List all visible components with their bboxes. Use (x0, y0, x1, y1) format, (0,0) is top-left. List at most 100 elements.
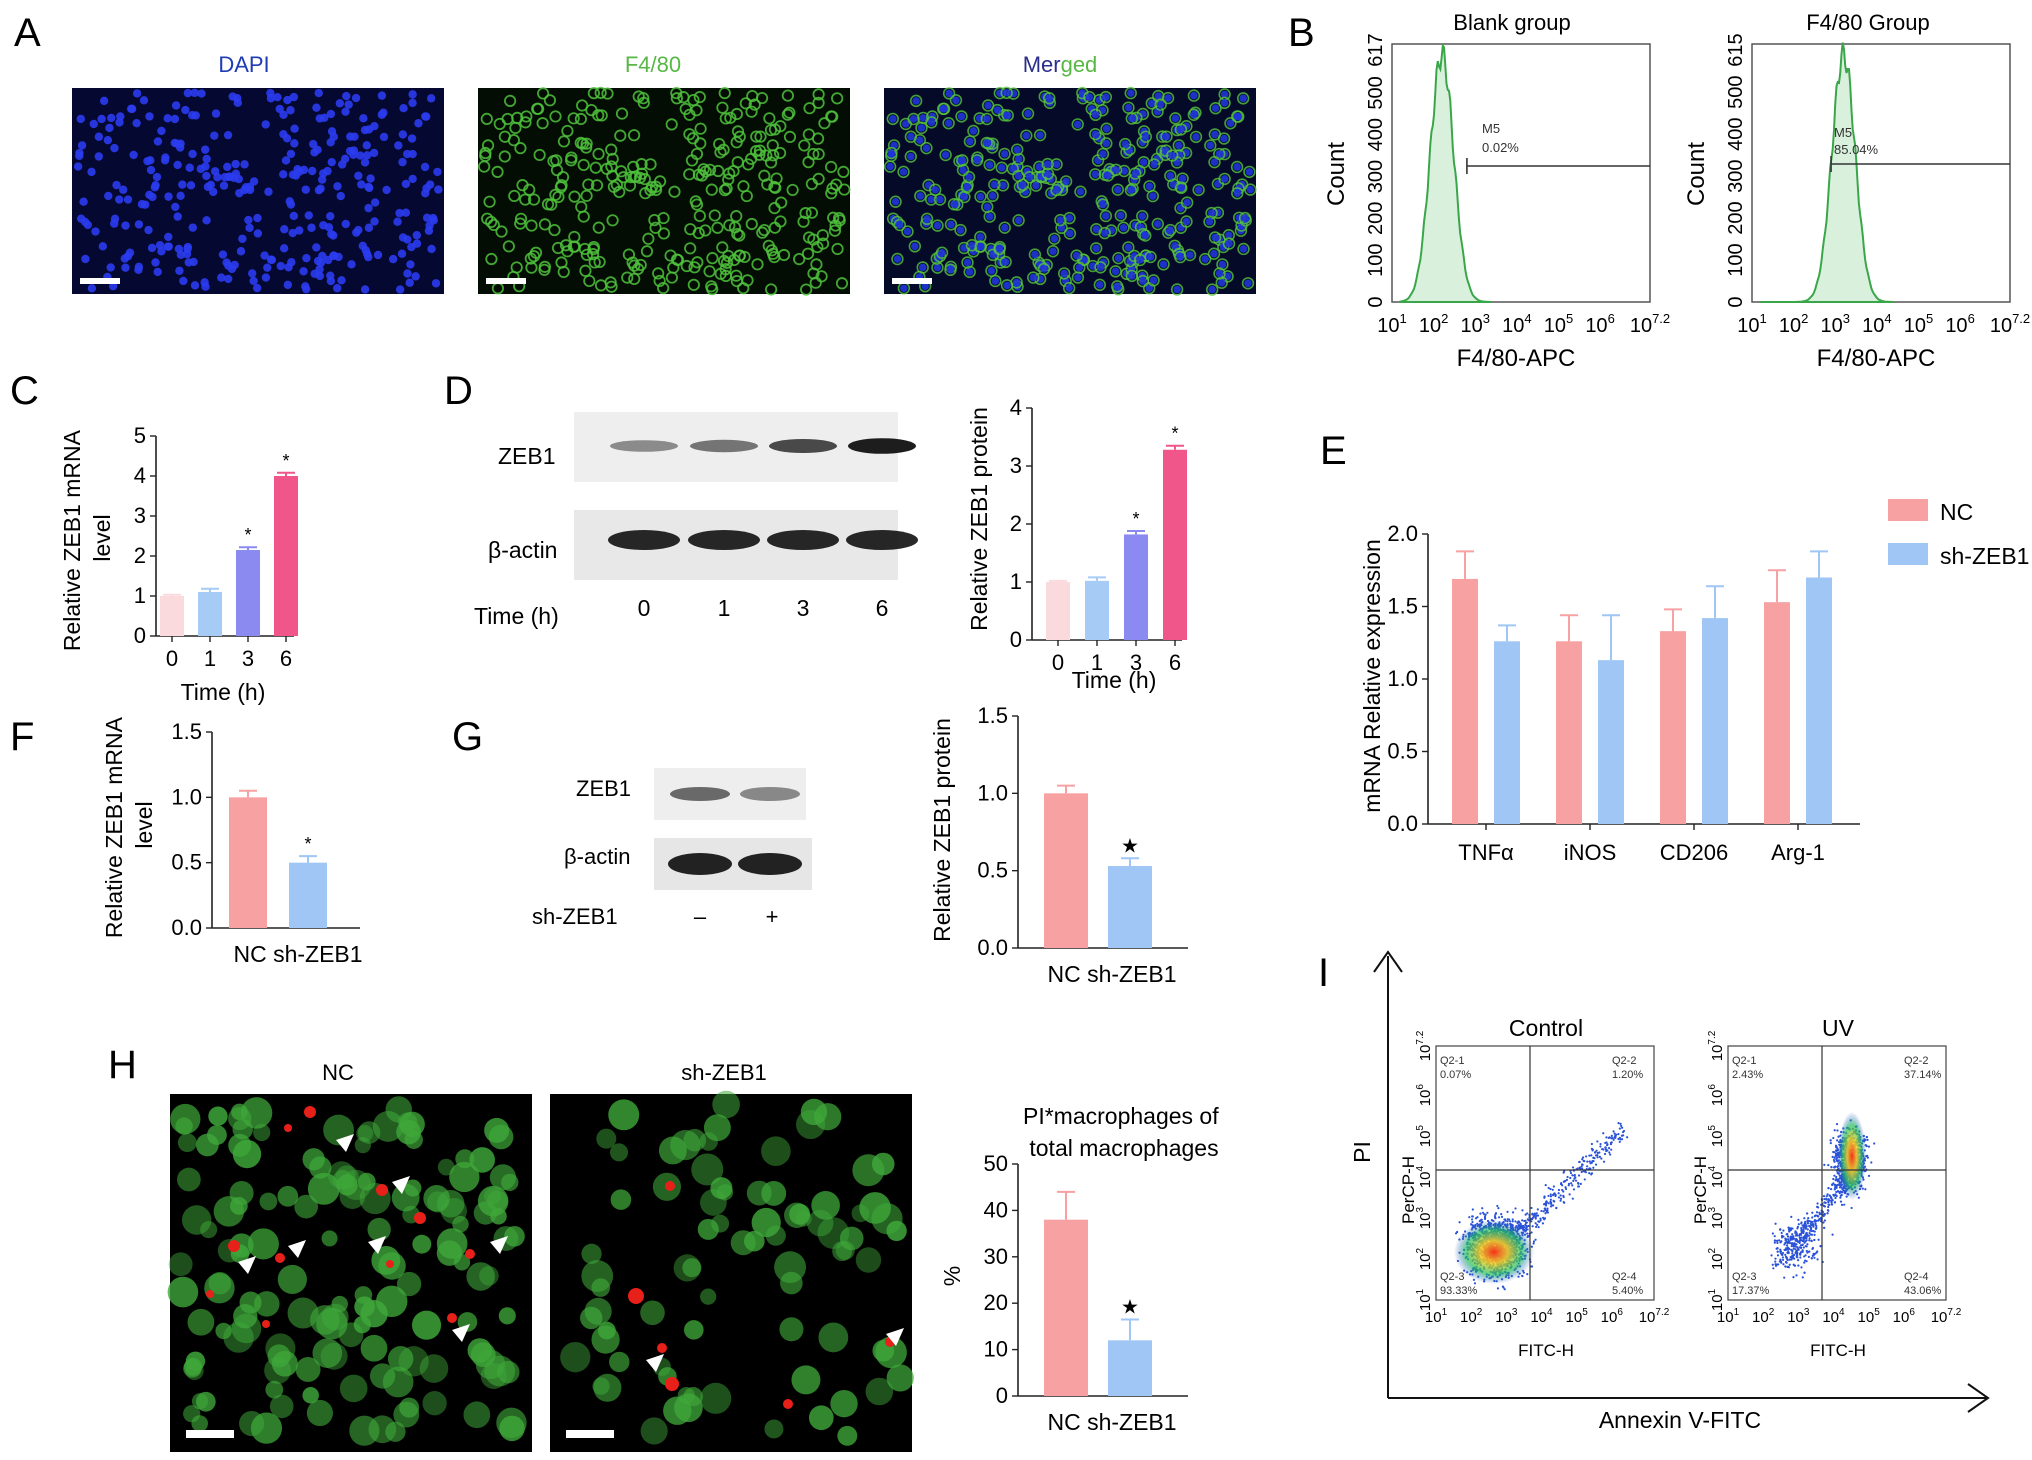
event-dot (1567, 1184, 1570, 1187)
nucleus (326, 276, 336, 286)
bar (1124, 534, 1148, 640)
membrane (690, 198, 704, 211)
membrane (958, 190, 971, 204)
membrane (1166, 149, 1179, 162)
panel-letter-i: I (1318, 951, 1329, 995)
lane-label: 0 (638, 595, 651, 621)
event-dot (1774, 1257, 1777, 1260)
event-dot (1810, 1257, 1813, 1260)
arrowhead-icon (238, 1256, 256, 1274)
x-tick-label: iNOS (1564, 840, 1617, 865)
y-tick-label: 0.0 (1387, 811, 1418, 836)
event-dot (1814, 1223, 1817, 1226)
event-dot (1836, 1139, 1839, 1142)
event-dot (1606, 1144, 1609, 1147)
membrane (718, 86, 731, 100)
nucleus (219, 181, 229, 190)
cell (463, 1401, 491, 1429)
event-dot (1850, 1206, 1853, 1210)
nucleus (115, 118, 124, 127)
membrane (644, 158, 657, 171)
nucleus (1136, 256, 1144, 264)
nucleus (408, 174, 417, 184)
event-dot (1796, 1259, 1800, 1262)
y-tick-label: 400 (1365, 118, 1387, 151)
cell (593, 1373, 622, 1402)
event-dot (1471, 1215, 1474, 1218)
nucleus (911, 242, 919, 251)
membrane (801, 247, 815, 260)
histogram-x-ticks: 101 102 103 104 105 106 107.2 101 102 103 104 105 10… (1377, 311, 2030, 337)
dapi-title: DAPI (218, 52, 269, 77)
fitc-axis-label: FITC-H (1518, 1341, 1574, 1360)
membrane (1063, 211, 1076, 225)
event-dot (1571, 1197, 1574, 1200)
event-dot (1494, 1212, 1498, 1215)
cell (312, 1338, 343, 1368)
nucleus (1166, 171, 1175, 180)
event-dot (1524, 1213, 1527, 1216)
event-dot (1610, 1148, 1613, 1151)
event-dot (1783, 1243, 1786, 1246)
membrane (1151, 217, 1164, 231)
nucleus (370, 217, 379, 226)
membrane (575, 200, 588, 214)
event-dot (1479, 1212, 1482, 1215)
membrane (799, 207, 812, 220)
x-tick-label: 107.2 (1990, 311, 2030, 337)
event-dot (1832, 1177, 1835, 1181)
membrane (1012, 214, 1025, 227)
cell (501, 1173, 519, 1192)
event-dot (1602, 1148, 1605, 1151)
nucleus (286, 149, 296, 159)
nucleus (1126, 89, 1135, 97)
event-dot (1793, 1257, 1796, 1260)
dapi-nuclei (73, 88, 443, 294)
event-dot (1580, 1167, 1584, 1170)
event-dot (1776, 1250, 1779, 1253)
nucleus (1218, 260, 1227, 269)
event-dot (1605, 1141, 1608, 1144)
cell (830, 1389, 858, 1418)
membrane (1094, 261, 1107, 274)
y-tick-label: 0 (1365, 296, 1387, 307)
pi-positive-cell (665, 1377, 679, 1391)
cell (640, 1417, 668, 1445)
event-dot (1536, 1214, 1540, 1217)
event-dot (1571, 1166, 1575, 1169)
event-dot (1826, 1193, 1829, 1196)
membrane (549, 110, 562, 123)
event-dot (1790, 1244, 1793, 1248)
nucleus (916, 192, 925, 200)
membrane (606, 169, 619, 183)
panel-i: PI Annexin V-FITC Control UV Q2-1 0.07% … (1349, 950, 1990, 1433)
nucleus (1244, 279, 1252, 288)
nucleus (334, 252, 343, 262)
event-dot (1785, 1244, 1789, 1247)
event-dot (1526, 1212, 1529, 1215)
event-dot (1458, 1221, 1461, 1224)
event-dot (1547, 1186, 1550, 1190)
membrane (760, 149, 773, 162)
event-dot (1549, 1205, 1553, 1208)
nucleus (1149, 276, 1158, 285)
panel-letter-b: B (1288, 11, 1315, 55)
nucleus (291, 171, 301, 180)
event-dot (1552, 1185, 1555, 1188)
cell (332, 1169, 353, 1190)
nucleus (324, 223, 334, 232)
event-dot (1509, 1220, 1512, 1223)
membrane (1001, 109, 1014, 122)
y-tick-label: 0.0 (171, 915, 202, 940)
event-dot (1786, 1265, 1789, 1268)
zeb1-band (670, 787, 730, 801)
y-tick-label: 0.0 (977, 935, 1008, 960)
membrane (1122, 101, 1135, 114)
nucleus (1100, 229, 1109, 237)
nucleus (231, 159, 240, 169)
cell (247, 1228, 279, 1260)
bar (1046, 582, 1070, 640)
event-dot (1535, 1225, 1538, 1228)
nucleus (189, 257, 198, 267)
event-dot (1594, 1163, 1598, 1166)
